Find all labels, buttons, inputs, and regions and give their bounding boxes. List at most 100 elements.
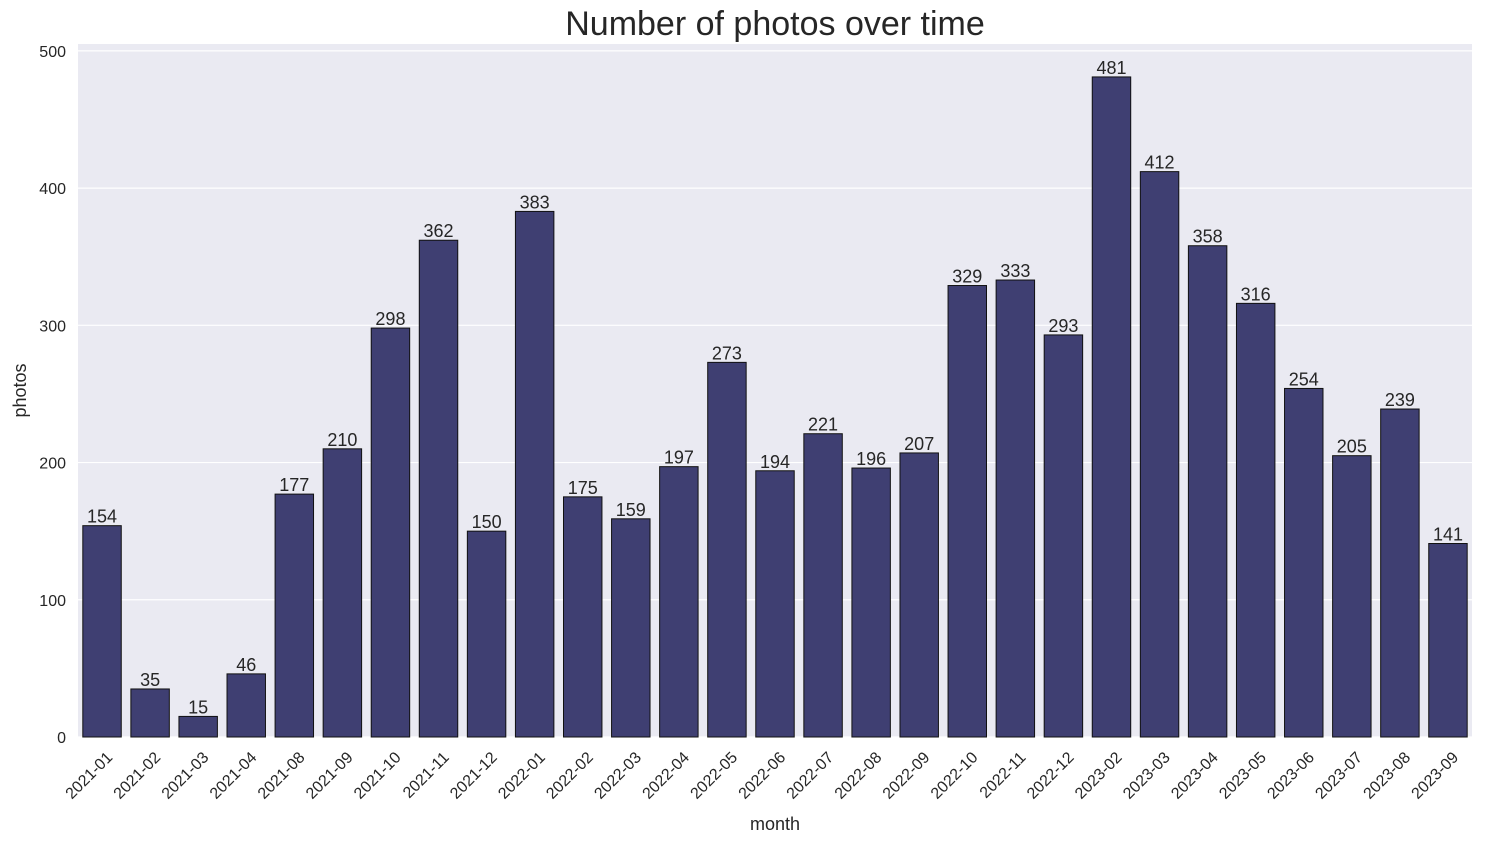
y-tick-label: 300 (39, 318, 66, 335)
bar (1043, 334, 1084, 738)
bar (274, 493, 315, 738)
y-axis-ticks: 0 100 200 300 400 500 (39, 44, 66, 747)
bar (707, 361, 747, 738)
bar (899, 452, 939, 738)
bar-value-label: 481 (1096, 58, 1126, 78)
bar-value-label: 150 (472, 512, 502, 532)
bars (82, 76, 1468, 738)
bar-value-label: 333 (1000, 261, 1030, 281)
x-tick-label: 2022-05 (688, 749, 742, 803)
x-tick-label: 2021-12 (447, 749, 501, 803)
bar (82, 525, 122, 738)
bar (1380, 408, 1420, 738)
bar-value-label: 196 (856, 449, 886, 469)
bar (755, 470, 795, 738)
bar-value-label: 46 (236, 655, 256, 675)
bar-value-label: 207 (904, 434, 934, 454)
x-tick-label: 2023-06 (1264, 749, 1318, 803)
y-tick-label: 0 (57, 730, 66, 747)
x-tick-label: 2021-11 (400, 749, 453, 802)
bar (1428, 543, 1468, 738)
x-tick-label: 2022-02 (543, 749, 597, 803)
bar (466, 530, 507, 738)
x-tick-label: 2022-11 (977, 749, 1030, 802)
bar-value-label: 254 (1289, 369, 1319, 389)
y-tick-label: 500 (39, 44, 66, 61)
x-tick-label: 2023-08 (1361, 749, 1415, 803)
x-tick-label: 2022-07 (784, 749, 838, 803)
bar (803, 433, 843, 738)
bar-value-label: 298 (375, 309, 405, 329)
x-axis-ticks: 2021-012021-022021-032021-042021-082021-… (63, 749, 1463, 803)
bar-value-label: 316 (1241, 284, 1271, 304)
bar-value-label: 383 (520, 192, 550, 212)
bar-value-label: 293 (1048, 316, 1078, 336)
chart-title: Number of photos over time (565, 5, 985, 43)
bar-value-label: 35 (140, 670, 160, 690)
x-tick-label: 2023-05 (1216, 749, 1270, 803)
x-tick-label: 2022-06 (736, 749, 790, 803)
bar-value-label: 412 (1145, 153, 1175, 173)
bar (514, 210, 555, 738)
x-tick-label: 2022-09 (880, 749, 934, 803)
bar-value-label: 239 (1385, 390, 1415, 410)
x-tick-label: 2022-01 (495, 749, 549, 803)
x-tick-label: 2021-09 (303, 749, 357, 803)
bar-value-label: 15 (188, 697, 208, 717)
bar-value-label: 358 (1193, 227, 1223, 247)
bar (611, 518, 651, 738)
x-tick-label: 2022-12 (1024, 749, 1078, 803)
bar (1235, 302, 1276, 738)
bar (226, 673, 266, 738)
bar-value-label: 273 (712, 343, 742, 363)
x-tick-label: 2021-02 (111, 749, 165, 803)
bar-value-label: 154 (87, 507, 117, 527)
y-tick-label: 400 (39, 181, 66, 198)
y-axis-label: photos (10, 363, 30, 417)
bar-value-label: 177 (279, 475, 309, 495)
bar (851, 467, 891, 738)
x-tick-label: 2021-04 (207, 749, 261, 803)
x-tick-label: 2022-03 (591, 749, 645, 803)
bar (995, 279, 1036, 738)
bar (1091, 76, 1132, 738)
bar-value-label: 205 (1337, 437, 1367, 457)
bar-value-label: 159 (616, 500, 646, 520)
bar (562, 496, 603, 738)
x-tick-label: 2022-08 (832, 749, 886, 803)
bar-value-label: 141 (1433, 525, 1463, 545)
bar-value-label: 329 (952, 267, 982, 287)
bar (1332, 455, 1372, 738)
bar (130, 688, 170, 738)
x-tick-label: 2023-03 (1120, 749, 1174, 803)
y-tick-label: 200 (39, 456, 66, 473)
x-tick-label: 2023-07 (1312, 749, 1366, 803)
x-tick-label: 2023-02 (1072, 749, 1126, 803)
bar (418, 239, 459, 738)
y-tick-label: 100 (39, 593, 66, 610)
bar (659, 466, 699, 738)
bar (370, 327, 411, 738)
x-tick-label: 2021-08 (255, 749, 309, 803)
bar (1187, 245, 1228, 738)
bar-value-label: 362 (423, 221, 453, 241)
x-tick-label: 2023-09 (1409, 749, 1463, 803)
x-tick-label: 2022-10 (928, 749, 982, 803)
bar-value-label: 175 (568, 478, 598, 498)
bar (322, 448, 363, 738)
bar-value-label: 197 (664, 448, 694, 468)
x-tick-label: 2021-01 (63, 749, 117, 803)
x-tick-label: 2021-10 (351, 749, 405, 803)
x-tick-label: 2021-03 (159, 749, 213, 803)
x-tick-label: 2023-04 (1168, 749, 1222, 803)
bar (947, 285, 988, 738)
bar-value-label: 210 (327, 430, 357, 450)
data-labels: 154 35 15 46 177 210 298 362 150 383 175 159 197 273 1… (87, 58, 1463, 717)
bar (1284, 387, 1324, 738)
x-axis-label: month (750, 814, 800, 834)
bar (178, 715, 218, 738)
bar-value-label: 221 (808, 415, 838, 435)
bar (1139, 171, 1180, 738)
